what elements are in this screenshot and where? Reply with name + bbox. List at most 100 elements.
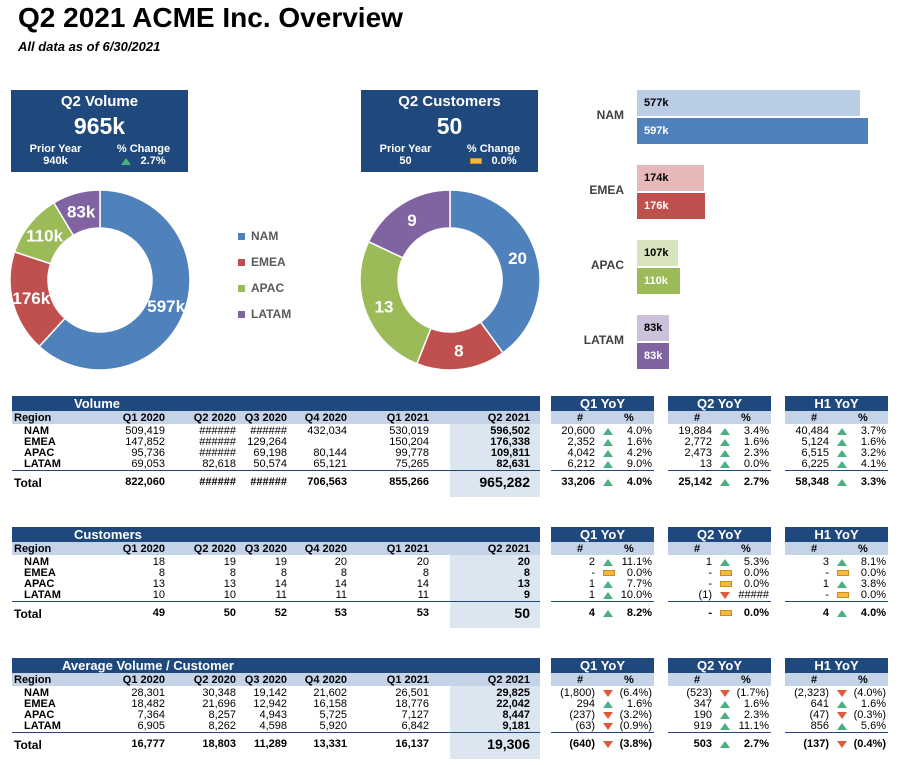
average-volume-customer-yoy-pct: (0.3%) xyxy=(853,709,886,721)
average-volume-customer-yoy-num: 347 xyxy=(693,698,712,710)
legend-item-latam: LATAM xyxy=(238,306,291,322)
customers-yoy-num: 1 xyxy=(588,589,595,601)
trend-down-icon xyxy=(603,690,613,697)
customers-header-q2-2020: Q2 2020 xyxy=(193,543,236,555)
trend-up-icon xyxy=(603,450,613,457)
volume-yoy-pct: 4.0% xyxy=(626,425,652,437)
customers-donut-chart: 20 8 13 9 xyxy=(359,189,541,371)
kpi-volume-prior-value: 940k xyxy=(43,155,68,167)
volume-yoy-title-3: H1 YoY xyxy=(785,396,888,411)
average-volume-customer-yoy-pct: 1.6% xyxy=(743,698,769,710)
customers-yoy-pct: 0.0% xyxy=(860,567,886,579)
volume-yoy-total-num: 33,206 xyxy=(561,476,595,488)
customers-yoy-title-1: Q1 YoY xyxy=(551,527,654,542)
customers-cell: 10 xyxy=(152,589,165,601)
current-bar-emea: 176k xyxy=(637,193,706,219)
volume-yoy-num: 19,884 xyxy=(678,425,712,437)
customers-donut-slice-nam xyxy=(449,189,541,354)
customers-cell: 14 xyxy=(334,578,347,590)
volume-yoy-num: 20,600 xyxy=(561,425,595,437)
volume-yoy-total-num: 58,348 xyxy=(795,476,829,488)
average-volume-customer-row-apac-label: APAC xyxy=(24,709,55,721)
volume-yoy-pct-header: % xyxy=(858,412,868,424)
volume-donut-slice-nam xyxy=(38,189,191,371)
trend-down-icon xyxy=(603,741,613,748)
trend-flat-icon xyxy=(470,158,483,165)
volume-highlight-column xyxy=(450,424,540,497)
volume-total-cell: 706,563 xyxy=(307,476,347,488)
customers-donut-label-emea: 8 xyxy=(454,342,463,361)
customers-total-cell: 50 xyxy=(514,605,530,621)
customers-cell: 18 xyxy=(152,556,165,568)
average-volume-customer-yoy-num: (47) xyxy=(809,709,829,721)
customers-row-apac-label: APAC xyxy=(24,578,55,590)
customers-donut-slice-apac xyxy=(359,240,432,365)
volume-yoy-title-2: Q2 YoY xyxy=(668,396,771,411)
trend-flat-icon xyxy=(720,581,732,587)
customers-cell: 20 xyxy=(334,556,347,568)
customers-yoy-hash-header: # xyxy=(694,543,701,555)
average-volume-customer-cell: 8,447 xyxy=(502,709,530,721)
trend-up-icon xyxy=(720,741,730,748)
customers-yoy-num: (1) xyxy=(698,589,712,601)
customers-yoy-subheader-2 xyxy=(668,542,771,555)
volume-yoy-hash-header: # xyxy=(577,412,584,424)
trend-up-icon xyxy=(720,461,730,468)
bar-category-emea: EMEA xyxy=(589,183,624,197)
volume-yoy-pct: 2.3% xyxy=(743,447,769,459)
average-volume-customer-yoy-pct: (3.2%) xyxy=(619,709,652,721)
volume-cell: 82,631 xyxy=(496,458,530,470)
kpi-customers-card: Q2 Customers 50 Prior Year % Change 50 0… xyxy=(361,90,538,172)
page-subtitle: All data as of 6/30/2021 xyxy=(18,39,161,54)
trend-flat-icon xyxy=(720,610,732,616)
average-volume-customer-cell: 28,301 xyxy=(131,687,165,699)
kpi-customers-title: Q2 Customers xyxy=(398,93,501,110)
customers-cell: 11 xyxy=(275,589,287,601)
volume-total-cell: 822,060 xyxy=(125,476,165,488)
volume-yoy-pct: 3.2% xyxy=(860,447,886,459)
average-volume-customer-yoy-pct: 5.6% xyxy=(860,720,886,732)
trend-flat-icon xyxy=(603,570,615,576)
trend-down-icon xyxy=(837,712,847,719)
average-volume-customer-row-latam-label: LATAM xyxy=(24,720,61,732)
customers-cell: 14 xyxy=(416,578,429,590)
volume-yoy-pct: 3.7% xyxy=(860,425,886,437)
average-volume-customer-yoy-total-num: 503 xyxy=(693,738,712,750)
customers-yoy-num: - xyxy=(825,567,829,579)
average-volume-customer-yoy-num: 641 xyxy=(810,698,829,710)
average-volume-customer-header-q1-2021: Q1 2021 xyxy=(386,674,429,686)
volume-cell: 99,778 xyxy=(395,447,429,459)
volume-yoy-num: 6,225 xyxy=(801,458,829,470)
kpi-customers-value: 50 xyxy=(436,113,463,139)
customers-yoy-pct: 7.7% xyxy=(626,578,652,590)
average-volume-customer-cell: 6,842 xyxy=(401,720,429,732)
volume-cell: 69,053 xyxy=(131,458,165,470)
customers-yoy-num: - xyxy=(708,567,712,579)
customers-yoy-title-3: H1 YoY xyxy=(785,527,888,542)
volume-cell: 65,121 xyxy=(313,458,347,470)
customers-yoy-total-num: 4 xyxy=(588,607,595,619)
trend-up-icon xyxy=(720,439,730,446)
customers-yoy-subheader-3 xyxy=(785,542,888,555)
volume-yoy-num: 40,484 xyxy=(795,425,829,437)
customers-yoy-subheader-1 xyxy=(551,542,654,555)
average-volume-customer-row-emea-label: EMEA xyxy=(24,698,56,710)
kpi-customers-change-label: % Change xyxy=(466,143,521,155)
volume-cell: 75,265 xyxy=(395,458,429,470)
average-volume-customer-cell: 30,348 xyxy=(202,687,236,699)
customers-yoy-pct: 0.0% xyxy=(626,567,652,579)
trend-up-icon xyxy=(837,428,847,435)
trend-up-icon xyxy=(837,479,847,486)
average-volume-customer-total-cell: 16,777 xyxy=(131,738,165,750)
trend-down-icon xyxy=(837,690,847,697)
volume-cell: 176,338 xyxy=(490,436,530,448)
bar-category-apac: APAC xyxy=(590,258,624,272)
customers-row-latam-label: LATAM xyxy=(24,589,61,601)
average-volume-customer-highlight-column xyxy=(450,686,540,759)
volume-header-region: Region xyxy=(14,412,52,424)
trend-up-icon xyxy=(720,428,730,435)
volume-total-cell: 965,282 xyxy=(479,474,530,490)
volume-donut-slice-latam xyxy=(52,189,101,237)
customers-highlight-column xyxy=(450,555,540,628)
